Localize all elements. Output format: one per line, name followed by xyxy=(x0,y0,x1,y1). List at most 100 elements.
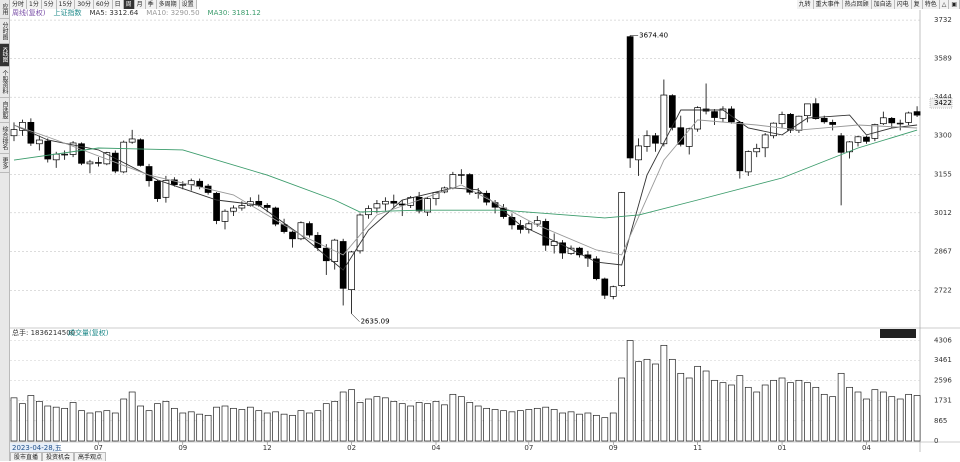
candle-body xyxy=(660,94,668,145)
period-tab[interactable]: 日 xyxy=(113,0,124,9)
tool-button[interactable]: 重大事件 xyxy=(814,0,843,9)
candle-body xyxy=(609,286,617,297)
candle-body xyxy=(913,111,921,116)
candle-body xyxy=(820,117,828,123)
volume-bar xyxy=(694,365,701,442)
sidebar-tab[interactable]: 应用 xyxy=(0,0,9,19)
y-tick-label: 3444 xyxy=(934,93,952,101)
volume-bar xyxy=(103,410,111,442)
volume-bar xyxy=(711,379,718,442)
bottom-tab[interactable]: 投资机会 xyxy=(42,452,75,461)
candle-body xyxy=(171,179,178,186)
low-annotation: 2635.09 xyxy=(361,318,390,326)
candle-body xyxy=(694,107,701,130)
candle-body xyxy=(382,200,389,205)
tool-toolbar: 九转 重大事件 热点回顾 加自选 闪电复特色 △ ▣ xyxy=(796,0,960,9)
period-tab[interactable]: 15分 xyxy=(57,0,76,9)
period-tab[interactable]: 60分 xyxy=(94,0,113,9)
candle-body xyxy=(466,174,474,193)
candle-body xyxy=(390,200,398,204)
candle-body xyxy=(162,180,170,198)
volume-bar xyxy=(280,413,288,442)
candle-body xyxy=(542,221,550,246)
volume-bar xyxy=(297,410,305,442)
period-tab[interactable]: 多周期 xyxy=(157,0,180,9)
tool-button[interactable]: 热点回顾 xyxy=(843,0,872,9)
ma-line xyxy=(13,109,918,271)
sidebar-tab[interactable]: 分时图 xyxy=(0,19,9,44)
volume-bar xyxy=(187,411,195,442)
candle-body xyxy=(373,203,381,209)
sidebar-tab[interactable]: 自选股 xyxy=(0,98,9,123)
volume-bar xyxy=(474,405,482,442)
volume-bar xyxy=(314,410,322,442)
period-tab[interactable]: 周 xyxy=(123,0,135,9)
volume-bar xyxy=(626,340,634,442)
period-tab[interactable]: 季 xyxy=(146,0,157,9)
x-tick-label: 04 xyxy=(862,444,871,452)
period-tab[interactable]: 分时 xyxy=(10,0,28,9)
candle-body xyxy=(44,140,52,160)
sidebar-tab[interactable]: 综合排名 xyxy=(0,123,9,154)
period-tab[interactable]: 30分 xyxy=(75,0,94,9)
period-tab[interactable]: 5分 xyxy=(42,0,57,9)
tool-button[interactable]: 特色 xyxy=(923,0,940,9)
tool-button[interactable]: 加自选 xyxy=(872,0,895,9)
ma-line xyxy=(13,119,918,256)
candle-body xyxy=(95,162,102,164)
period-tab[interactable]: 设置 xyxy=(180,0,197,9)
candle-body xyxy=(711,111,718,118)
y-tick-label: 3732 xyxy=(934,16,952,24)
x-tick-label: 02 xyxy=(347,444,356,452)
candle-body xyxy=(601,278,609,296)
last-price-box xyxy=(929,97,953,109)
volume-bar xyxy=(677,372,685,442)
candle-body xyxy=(728,108,735,123)
candle-body xyxy=(356,214,364,252)
candle-body xyxy=(86,161,94,165)
volume-bar xyxy=(213,406,220,442)
y-tick-label: 3589 xyxy=(934,54,952,62)
candle-body xyxy=(78,143,85,164)
candle-body xyxy=(128,138,136,143)
tool-button[interactable]: △ xyxy=(940,0,950,9)
volume-bar xyxy=(863,398,870,442)
volume-bar xyxy=(111,412,119,442)
volume-title: 成交量(复权) xyxy=(68,328,109,337)
candle-body xyxy=(854,136,862,143)
high-annotation: 3674.40 xyxy=(639,32,668,40)
volume-bar xyxy=(196,413,204,442)
candle-body xyxy=(888,117,896,124)
sidebar-tab[interactable]: 更多 xyxy=(0,154,9,173)
volume-bar xyxy=(846,386,853,442)
volume-bar xyxy=(618,377,626,442)
volume-bar xyxy=(137,405,144,442)
tool-button[interactable]: ▣ xyxy=(949,0,960,9)
bottom-tab[interactable]: 高手观点 xyxy=(74,452,107,461)
volume-bar xyxy=(19,403,26,442)
period-tab[interactable]: 1分 xyxy=(27,0,42,9)
volume-bar xyxy=(761,384,769,442)
sidebar-tab[interactable]: K线图 xyxy=(0,44,9,67)
tool-button[interactable]: 复 xyxy=(912,0,923,9)
candle-body xyxy=(61,153,68,156)
candle-body xyxy=(314,234,322,248)
candle-body xyxy=(896,122,904,125)
y-tick-label: 1731 xyxy=(934,397,952,405)
sidebar-tab[interactable]: 个股资料 xyxy=(0,67,9,98)
volume-bar xyxy=(120,398,128,442)
volume-bar xyxy=(449,393,457,442)
tool-button[interactable]: 九转 xyxy=(797,0,814,9)
x-tick-label: 09 xyxy=(178,444,187,452)
bottom-tab[interactable]: 股市直播 xyxy=(10,452,43,461)
candle-body xyxy=(863,136,870,142)
tool-button[interactable]: 闪电 xyxy=(895,0,912,9)
candle-body xyxy=(685,128,693,147)
period-tab[interactable]: 月 xyxy=(135,0,146,9)
volume-bar xyxy=(398,403,406,442)
volume-bar xyxy=(542,406,550,442)
volume-bar xyxy=(86,412,94,442)
x-tick-label: 07 xyxy=(524,444,533,452)
volume-total: 总手: 1836214500 xyxy=(12,328,75,337)
volume-bar xyxy=(348,389,355,442)
